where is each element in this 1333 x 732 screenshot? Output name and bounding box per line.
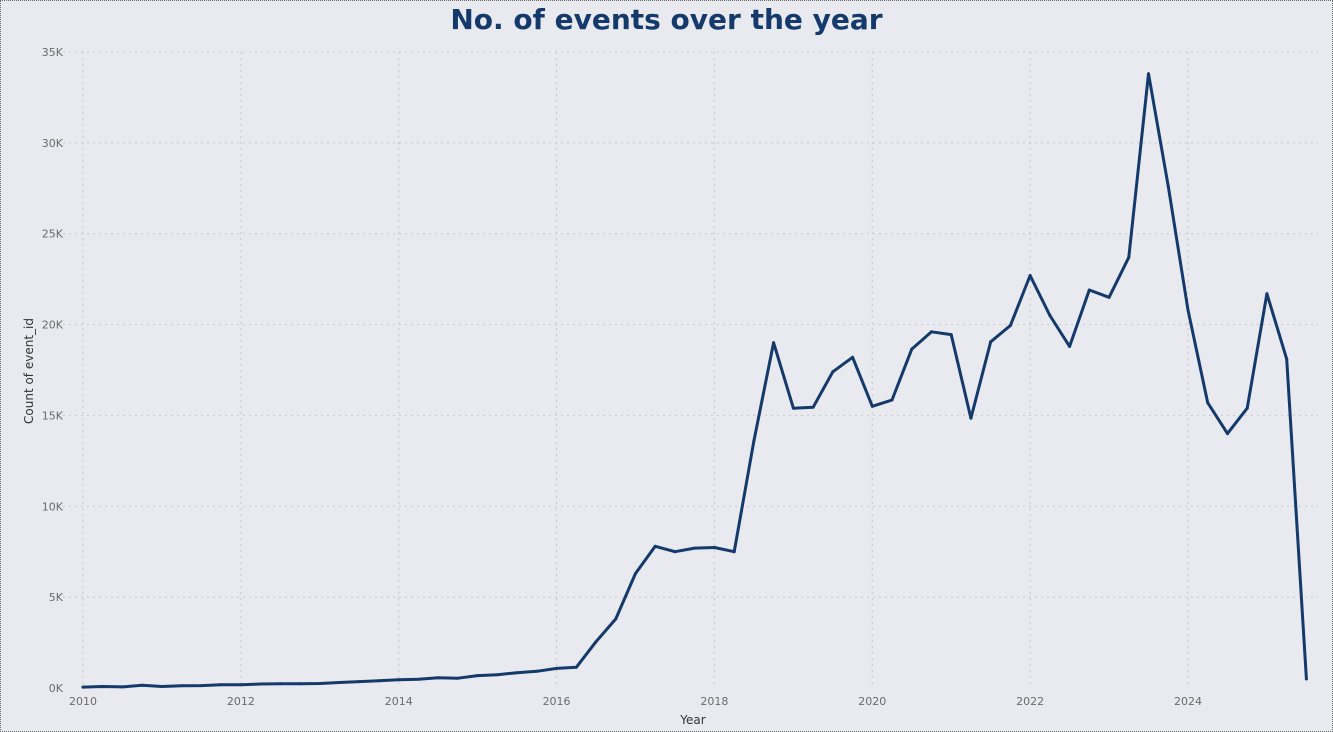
data-point — [357, 680, 361, 684]
x-tick-label: 2016 — [543, 695, 571, 708]
data-point — [298, 682, 302, 686]
data-point — [1245, 406, 1249, 410]
data-point — [1304, 677, 1308, 681]
data-point — [1127, 255, 1131, 259]
data-point — [949, 333, 953, 337]
x-axis-ticks: 2010 2012 2014 2016 2018 2020 2022 2024 — [69, 695, 1202, 708]
data-point — [732, 550, 736, 554]
data-point — [160, 685, 164, 688]
data-point — [574, 665, 578, 669]
y-tick-label: 0K — [49, 682, 64, 695]
x-tick-label: 2014 — [385, 695, 413, 708]
data-point — [693, 546, 697, 550]
data-point — [1147, 72, 1150, 76]
data-point — [239, 683, 243, 687]
y-tick-label: 25K — [42, 228, 64, 241]
data-point — [1068, 344, 1072, 348]
data-point — [338, 681, 341, 684]
data-point — [456, 676, 460, 680]
data-point — [712, 546, 716, 549]
data-point — [673, 550, 677, 554]
data-point — [1186, 308, 1190, 312]
y-tick-label: 30K — [42, 137, 64, 150]
y-tick-label: 20K — [42, 319, 64, 332]
data-point — [318, 682, 322, 685]
x-tick-label: 2018 — [700, 695, 728, 708]
x-tick-label: 2010 — [69, 695, 97, 708]
x-axis-title: Year — [679, 713, 705, 727]
data-point — [1166, 185, 1170, 188]
data-point — [278, 682, 282, 686]
data-point — [219, 683, 223, 687]
data-point — [969, 416, 973, 420]
data-point — [495, 673, 499, 677]
data-point — [199, 684, 203, 688]
chart-title: No. of events over the year — [450, 3, 883, 36]
data-point — [1285, 357, 1289, 361]
x-tick-label: 2024 — [1174, 695, 1202, 708]
x-tick-label: 2020 — [858, 695, 886, 708]
data-point — [535, 669, 539, 673]
y-axis-ticks: 0K 5K 10K 15K 20K 25K 30K 35K — [42, 46, 64, 695]
data-point — [811, 405, 815, 409]
data-point — [989, 340, 993, 344]
data-point — [1048, 314, 1052, 317]
data-point — [515, 671, 519, 675]
data-point — [81, 685, 85, 689]
data-point — [416, 677, 420, 681]
data-point — [476, 674, 480, 678]
y-tick-label: 5K — [49, 591, 64, 604]
x-tick-label: 2022 — [1016, 695, 1044, 708]
data-point — [140, 683, 144, 687]
data-point — [1226, 432, 1229, 436]
data-point — [614, 617, 618, 621]
data-point — [397, 678, 401, 682]
data-point — [1028, 274, 1032, 277]
data-point — [870, 404, 874, 408]
data-point — [1206, 401, 1210, 405]
data-point — [930, 330, 933, 334]
data-point — [1265, 292, 1269, 296]
data-point — [180, 684, 184, 688]
data-point — [653, 544, 657, 548]
data-point — [594, 640, 598, 644]
data-point — [910, 347, 914, 351]
data-point — [831, 370, 835, 374]
data-point — [101, 685, 105, 688]
x-tick-label: 2012 — [227, 695, 255, 708]
data-point — [377, 679, 381, 683]
data-point — [890, 398, 894, 402]
data-point — [436, 676, 440, 680]
data-point — [259, 682, 263, 686]
data-point — [772, 341, 776, 345]
y-axis-title: Count of event_id — [22, 318, 36, 424]
data-point — [555, 666, 559, 670]
data-point — [121, 685, 124, 689]
y-tick-label: 35K — [42, 46, 64, 59]
gridlines — [63, 51, 1318, 688]
y-tick-label: 10K — [42, 500, 64, 513]
data-point — [1087, 288, 1091, 292]
data-point — [1107, 295, 1111, 299]
y-tick-label: 15K — [42, 409, 64, 422]
series-line — [81, 72, 1308, 689]
series-layer — [81, 72, 1308, 689]
data-point — [1008, 324, 1012, 327]
data-point — [851, 355, 855, 359]
data-point — [791, 406, 795, 410]
data-point — [634, 572, 637, 575]
data-point — [752, 439, 756, 443]
